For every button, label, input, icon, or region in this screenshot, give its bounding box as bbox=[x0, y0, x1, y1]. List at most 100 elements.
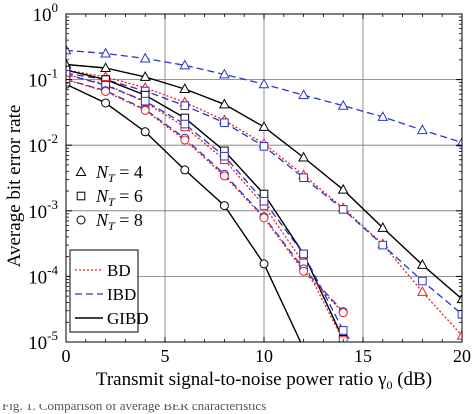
data-point-triangle bbox=[416, 286, 428, 296]
legend-var: N bbox=[95, 162, 109, 182]
data-point-square bbox=[457, 309, 462, 319]
data-point-square bbox=[259, 142, 269, 151]
y-tick-label: 10-4 bbox=[28, 262, 58, 288]
data-point-triangle bbox=[179, 83, 191, 93]
y-tick-label: 100 bbox=[33, 0, 59, 26]
data-point-triangle bbox=[66, 44, 72, 55]
y-tick-exponent: -4 bbox=[47, 262, 58, 277]
legend-marker-square bbox=[76, 191, 86, 201]
data-point-circle bbox=[101, 86, 111, 96]
x-axis-label-main: Transmit signal-to-noise power ratio γ bbox=[96, 369, 387, 390]
data-point-triangle bbox=[337, 183, 349, 194]
series-line-bd-square bbox=[66, 73, 344, 341]
y-tick-exponent: -2 bbox=[47, 131, 58, 146]
y-tick-exponent: -5 bbox=[47, 328, 58, 343]
data-point-square bbox=[418, 276, 427, 286]
legend-value: = 8 bbox=[115, 210, 143, 230]
data-point-circle bbox=[140, 127, 150, 137]
data-point-triangle bbox=[218, 68, 230, 79]
data-point-triangle bbox=[179, 59, 191, 70]
legend-var: N bbox=[95, 210, 109, 230]
data-point-square bbox=[299, 249, 308, 259]
x-tick-label: 5 bbox=[161, 346, 170, 366]
data-point-square bbox=[259, 189, 269, 199]
data-point-triangle bbox=[139, 52, 151, 63]
data-point-circle bbox=[180, 135, 190, 145]
legend-label-gibd: GIBD bbox=[107, 309, 149, 328]
legend-sub: T bbox=[108, 219, 116, 233]
legend-value: = 6 bbox=[115, 186, 143, 206]
data-point-circle bbox=[101, 98, 111, 108]
legend-label-bd: BD bbox=[107, 261, 131, 280]
y-tick-label: 10-5 bbox=[28, 328, 58, 354]
data-point-square bbox=[180, 101, 190, 111]
data-point-triangle bbox=[298, 89, 310, 100]
legend-sub: T bbox=[108, 171, 116, 185]
legend-marker-circle bbox=[76, 215, 86, 225]
y-tick-base: 10 bbox=[28, 267, 47, 288]
marker-legend: NT = 4NT = 6NT = 8 bbox=[75, 162, 143, 233]
figure-caption: Fig. 1. Comparison of average BER charac… bbox=[2, 404, 267, 413]
x-axis-label-unit: (dB) bbox=[392, 369, 432, 390]
y-tick-base: 10 bbox=[28, 71, 47, 92]
series-line-gibd-square bbox=[66, 69, 344, 340]
series-line-bd-circle bbox=[66, 78, 344, 314]
data-point-triangle bbox=[456, 329, 462, 340]
data-point-square bbox=[220, 151, 229, 161]
data-point-triangle bbox=[416, 259, 428, 269]
data-point-square bbox=[180, 119, 190, 129]
data-point-square bbox=[220, 118, 229, 128]
legend-label-ibd: IBD bbox=[107, 285, 136, 304]
data-point-circle bbox=[219, 171, 229, 181]
x-axis-label: Transmit signal-to-noise power ratio γ0 … bbox=[96, 369, 432, 392]
y-tick-label: 10-1 bbox=[28, 66, 58, 92]
data-point-circle bbox=[140, 105, 150, 115]
data-point-triangle bbox=[416, 124, 428, 135]
series-line-ibd-circle bbox=[66, 78, 344, 313]
y-tick-base: 10 bbox=[28, 202, 47, 223]
x-tick-label: 20 bbox=[453, 346, 471, 366]
data-point-triangle bbox=[258, 78, 270, 89]
y-axis-label: Average bit error rate bbox=[4, 105, 25, 268]
legend-marker-triangle bbox=[75, 166, 87, 176]
data-point-square bbox=[140, 96, 150, 106]
data-point-triangle bbox=[456, 293, 462, 304]
data-point-triangle bbox=[377, 111, 389, 121]
data-point-circle bbox=[338, 308, 348, 318]
y-tick-exponent: -3 bbox=[47, 197, 58, 212]
y-tick-base: 10 bbox=[28, 333, 47, 354]
data-point-square bbox=[378, 240, 388, 250]
data-point-square bbox=[299, 173, 308, 182]
data-point-circle bbox=[180, 165, 190, 175]
legend-marker-label: NT = 6 bbox=[95, 186, 143, 209]
data-point-circle bbox=[259, 259, 269, 269]
x-tick-label: 10 bbox=[255, 346, 273, 366]
data-point-triangle bbox=[258, 121, 270, 131]
data-point-triangle bbox=[298, 151, 310, 162]
data-point-circle bbox=[299, 266, 309, 276]
data-point-square bbox=[259, 196, 269, 206]
x-axis-label-sub: 0 bbox=[386, 378, 392, 392]
legend-value: = 4 bbox=[115, 162, 143, 182]
data-point-triangle bbox=[218, 98, 230, 109]
legend-sub: T bbox=[108, 195, 116, 209]
data-point-triangle bbox=[100, 47, 112, 58]
y-tick-exponent: 0 bbox=[52, 0, 59, 15]
legend-var: N bbox=[95, 186, 109, 206]
data-point-triangle bbox=[456, 136, 462, 147]
series-markers bbox=[66, 44, 462, 342]
scheme-legend: BD IBD GIBD bbox=[69, 249, 149, 333]
y-tick-exponent: -1 bbox=[47, 66, 58, 81]
x-tick-label: 15 bbox=[354, 346, 372, 366]
data-point-triangle bbox=[139, 71, 151, 81]
y-tick-label: 10-3 bbox=[28, 197, 58, 223]
y-tick-label: 10-2 bbox=[28, 131, 58, 157]
legend-marker-label: NT = 8 bbox=[95, 210, 143, 233]
data-point-square bbox=[338, 326, 348, 335]
data-point-circle bbox=[259, 213, 269, 223]
data-point-triangle bbox=[337, 99, 349, 110]
y-tick-base: 10 bbox=[28, 136, 47, 157]
figure-caption-strip: Fig. 1. Comparison of average BER charac… bbox=[0, 404, 474, 414]
